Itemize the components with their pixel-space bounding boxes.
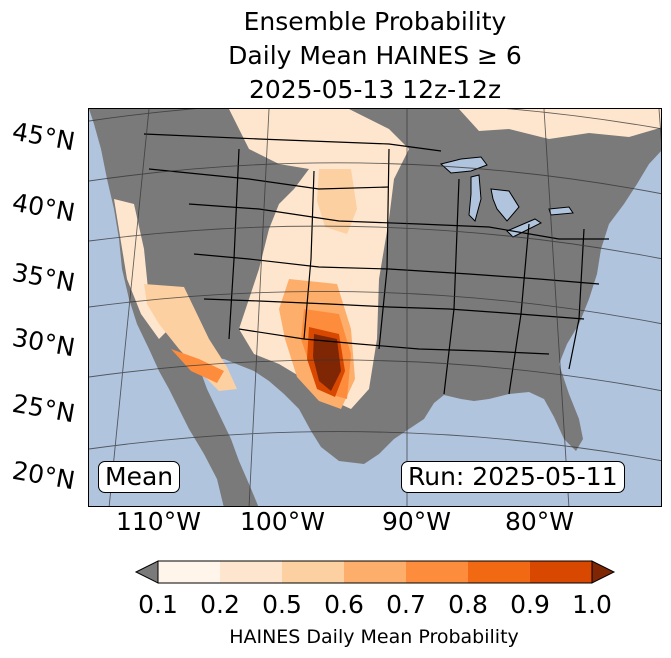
lat-label-45: 45°N xyxy=(10,116,78,157)
lon-label-90: 90°W xyxy=(382,507,452,536)
lat-label-30: 30°N xyxy=(10,322,78,363)
colorbar-bin xyxy=(158,561,221,583)
colorbar-bin xyxy=(220,561,283,583)
lake-ontario xyxy=(548,206,574,216)
map-canvas xyxy=(89,109,661,506)
colorbar-tick: 0.9 xyxy=(510,590,550,619)
colorbar-bin xyxy=(282,561,345,583)
colorbar-frame xyxy=(157,560,593,584)
colorbar-tick: 0.7 xyxy=(386,590,426,619)
colorbar-bin xyxy=(530,561,593,583)
lake-michigan xyxy=(468,174,482,222)
lon-label-80: 80°W xyxy=(505,507,575,536)
prob-area-canada xyxy=(459,109,661,139)
title-line-3: 2025-05-13 12z-12z xyxy=(248,75,502,104)
lon-label-110: 110°W xyxy=(116,507,201,536)
graticule xyxy=(89,109,661,506)
colorbar-tick: 0.5 xyxy=(262,590,302,619)
lat-label-25: 25°N xyxy=(10,388,78,429)
lake-superior xyxy=(439,156,488,174)
colorbar-bin xyxy=(344,561,407,583)
lat-label-35: 35°N xyxy=(10,257,78,298)
lat-label-20: 20°N xyxy=(10,455,78,496)
run-label-box: Run: 2025-05-11 xyxy=(401,461,625,493)
colorbar-tick: 0.1 xyxy=(138,590,178,619)
colorbar-under-arrow xyxy=(134,560,159,584)
probability-map xyxy=(88,108,662,507)
stat-label-box: Mean xyxy=(98,461,181,493)
colorbar-bin xyxy=(406,561,469,583)
colorbar-tick: 1.0 xyxy=(572,590,612,619)
title-line-1: Ensemble Probability xyxy=(243,7,507,36)
prob-area-arizona xyxy=(171,349,224,383)
colorbar-over-arrow xyxy=(591,560,616,584)
prob-area-texas-max xyxy=(313,334,341,391)
colorbar-tick: 0.2 xyxy=(200,590,240,619)
prob-area-dakotas xyxy=(317,169,357,234)
colorbar-tick: 0.6 xyxy=(324,590,364,619)
colorbar-tick: 0.8 xyxy=(448,590,488,619)
lake-huron xyxy=(490,188,520,222)
lake-erie xyxy=(506,218,542,238)
colorbar-bin xyxy=(468,561,531,583)
title-line-2: Daily Mean HAINES ≥ 6 xyxy=(228,41,522,70)
lon-label-100: 100°W xyxy=(240,507,325,536)
colorbar xyxy=(134,560,616,584)
lat-label-40: 40°N xyxy=(10,187,78,228)
prob-area-west xyxy=(114,199,169,339)
great-lakes xyxy=(439,156,574,238)
colorbar-label: HAINES Daily Mean Probability xyxy=(229,626,519,648)
